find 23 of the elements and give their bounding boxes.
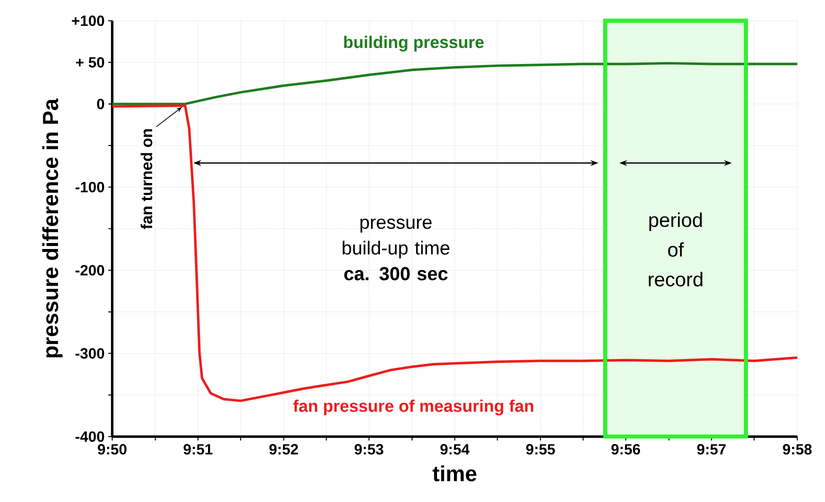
x-tick-label: 9:54: [440, 444, 470, 455]
x-tick-label: 9:58: [782, 444, 812, 455]
x-tick-label: 9:50: [98, 444, 126, 455]
y-axis-title: pressure difference in Pa: [42, 98, 63, 358]
y-tick-label: +100: [72, 16, 104, 26]
y-tick-label: -400: [76, 431, 104, 442]
series-label: fan pressure of measuring fan: [293, 400, 534, 416]
x-tick-label: 9:57: [697, 444, 726, 455]
y-tick-label: -300: [76, 348, 104, 359]
y-tick-label: + 50: [76, 57, 104, 68]
x-tick-label: 9:56: [611, 444, 640, 455]
x-tick-label: 9:52: [269, 444, 298, 455]
y-tick-label: 0: [97, 98, 104, 110]
x-tick-label: 9:53: [354, 444, 384, 455]
annotation: fan turned on: [140, 129, 152, 230]
x-tick-label: 9:55: [526, 444, 555, 455]
series-label: building pressure: [344, 36, 484, 52]
band-label: period of record: [648, 212, 702, 286]
annotation: pressure build-up time ca. 300 sec: [342, 218, 450, 280]
y-tick-label: -100: [76, 182, 104, 192]
x-tick-label: 9:51: [184, 444, 212, 455]
x-axis-title: time: [432, 465, 476, 482]
y-tick-label: -200: [76, 265, 104, 276]
